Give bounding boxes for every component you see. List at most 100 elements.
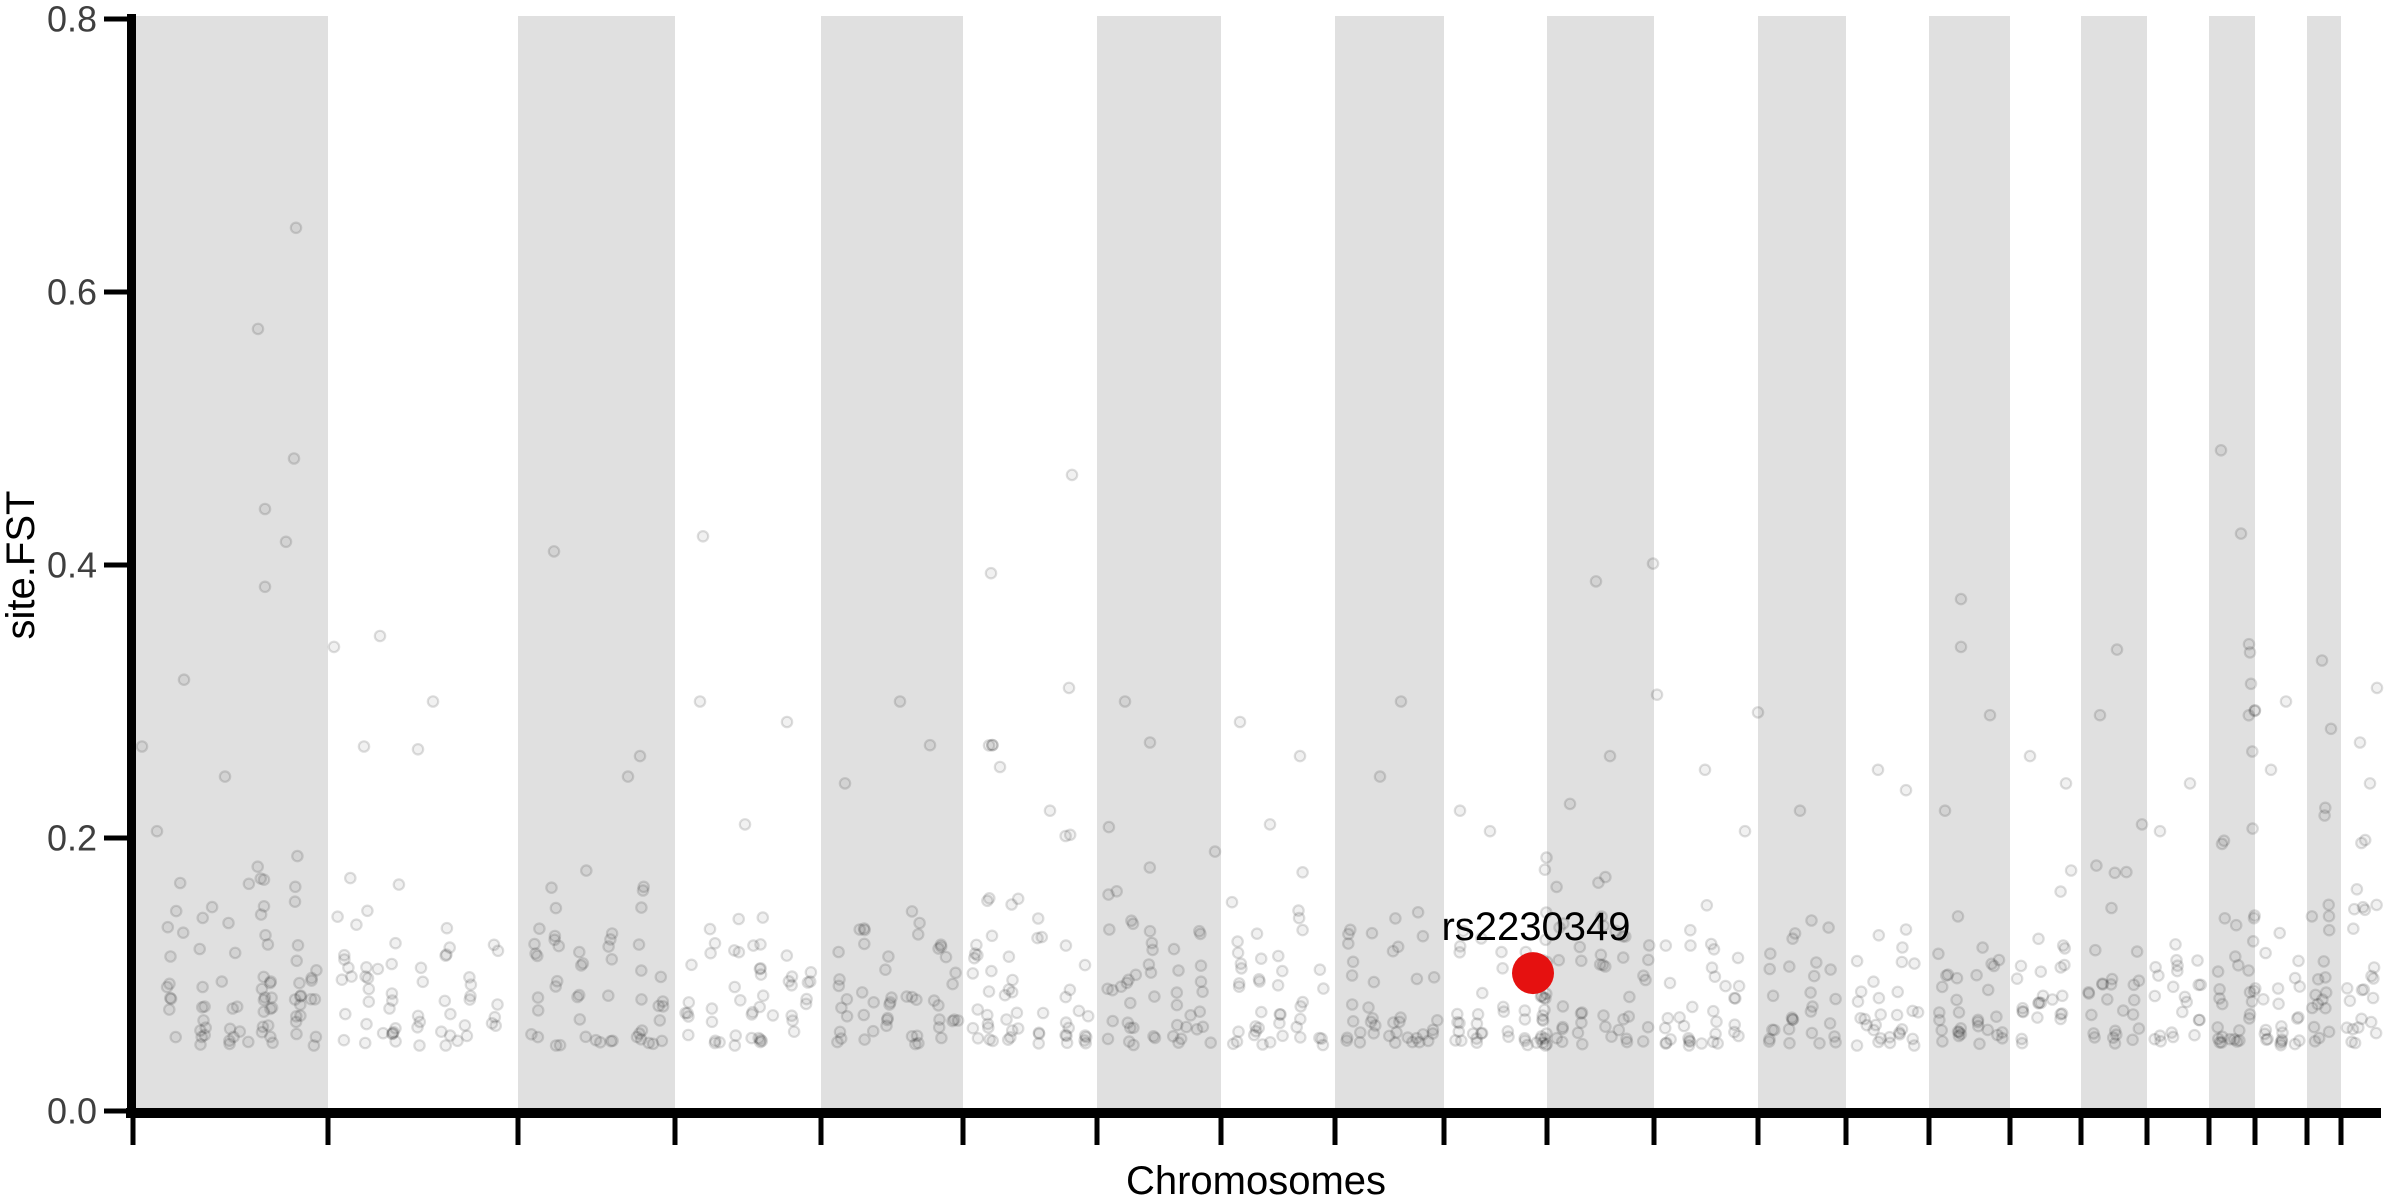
scatter-point	[932, 999, 945, 1012]
scatter-point	[1539, 1039, 1552, 1052]
scatter-point	[633, 1027, 646, 1040]
scatter-point	[1232, 980, 1246, 993]
scatter-point	[708, 936, 722, 950]
scatter-point	[440, 921, 454, 935]
scatter-point	[1954, 1022, 1968, 1035]
scatter-point	[1002, 983, 1016, 996]
scatter-point	[1059, 1028, 1072, 1042]
scatter-point	[932, 942, 945, 955]
y-tick	[104, 1108, 127, 1114]
scatter-point	[1661, 1011, 1675, 1025]
scatter-point	[413, 1015, 427, 1029]
scatter-point	[1981, 983, 1995, 997]
scatter-point	[782, 974, 796, 988]
scatter-point	[705, 1002, 719, 1015]
scatter-point	[2358, 903, 2372, 917]
scatter-point	[242, 877, 256, 891]
scatter-point	[1184, 1008, 1197, 1022]
scatter-point	[1272, 949, 1285, 963]
scatter-point	[2034, 996, 2048, 1010]
scatter-point	[1063, 828, 1077, 842]
scatter-point	[1599, 960, 1612, 973]
scatter-point	[439, 1039, 452, 1052]
scatter-point	[1806, 1000, 1819, 1013]
scatter-point	[1708, 970, 1722, 983]
scatter-point	[1952, 1029, 1966, 1043]
scatter-point	[411, 1021, 424, 1034]
scatter-point	[754, 968, 768, 981]
y-tick-label: 0.8	[47, 0, 97, 40]
scatter-point	[1470, 1032, 1483, 1045]
scatter-point	[1872, 991, 1886, 1005]
scatter-point	[1388, 1036, 1402, 1049]
scatter-point	[2015, 1032, 2028, 1046]
y-tick	[104, 289, 127, 295]
scatter-point	[1539, 933, 1552, 947]
scatter-point	[1249, 1024, 1263, 1038]
scatter-point	[1895, 1023, 1909, 1036]
scatter-point	[833, 1025, 847, 1039]
scatter-point	[2363, 777, 2377, 790]
scatter-point	[1874, 1008, 1887, 1021]
scatter-point	[226, 1002, 239, 1015]
scatter-point	[572, 945, 586, 959]
scatter-point	[2358, 833, 2372, 847]
chromosome-band-4	[675, 16, 821, 1108]
scatter-point	[1180, 1020, 1193, 1034]
scatter-point	[1941, 968, 1955, 981]
scatter-point	[800, 992, 813, 1006]
scatter-point	[1556, 1022, 1569, 1036]
scatter-point	[986, 738, 999, 752]
scatter-point	[1597, 1009, 1610, 1022]
scatter-point	[951, 1014, 965, 1027]
scatter-point	[1932, 947, 1945, 961]
scatter-point	[2352, 1021, 2365, 1034]
scatter-point	[1710, 1015, 1723, 1028]
scatter-point	[1620, 1032, 1633, 1046]
scatter-point	[164, 991, 177, 1005]
scatter-point	[980, 1008, 994, 1022]
highlighted-snp-point[interactable]	[1512, 952, 1554, 995]
scatter-point	[1035, 930, 1049, 944]
scatter-point	[2211, 965, 2225, 978]
scatter-point	[1571, 1026, 1585, 1040]
scatter-point	[1470, 1036, 1484, 1049]
scatter-point	[754, 961, 767, 975]
scatter-point	[309, 1030, 323, 1044]
scatter-point	[1854, 1011, 1867, 1025]
scatter-point	[2367, 972, 2380, 985]
scatter-point	[1883, 1036, 1897, 1050]
scatter-point	[1431, 1013, 1444, 1027]
scatter-point	[1622, 1010, 1636, 1023]
scatter-point	[1059, 1016, 1073, 1029]
scatter-point	[1684, 939, 1697, 952]
scatter-point	[1869, 1018, 1882, 1032]
scatter-point	[1232, 977, 1246, 990]
scatter-point	[728, 980, 741, 994]
scatter-point	[1823, 1017, 1837, 1030]
scatter-point	[857, 1008, 871, 1022]
scatter-point	[967, 951, 981, 965]
scatter-point	[1174, 1032, 1188, 1046]
scatter-point	[1867, 975, 1880, 988]
scatter-point	[1763, 962, 1776, 976]
scatter-point	[376, 1026, 390, 1040]
y-tick	[104, 16, 127, 22]
scatter-point	[939, 950, 953, 964]
scatter-point	[2316, 993, 2329, 1006]
scatter-point	[533, 922, 546, 935]
x-axis-ticks	[130, 1118, 2344, 1145]
scatter-point	[289, 221, 303, 235]
y-tick-label: 0.0	[47, 1091, 97, 1132]
scatter-point	[135, 740, 149, 753]
scatter-point	[358, 1036, 372, 1050]
scatter-point	[2032, 996, 2045, 1010]
scatter-point	[416, 975, 430, 989]
scatter-point	[458, 1019, 472, 1032]
scatter-point	[289, 1015, 303, 1029]
scatter-point	[2211, 1021, 2224, 1034]
scatter-point	[696, 529, 710, 543]
scatter-point	[832, 945, 845, 959]
scatter-point	[1110, 884, 1123, 898]
scatter-point	[550, 974, 564, 988]
